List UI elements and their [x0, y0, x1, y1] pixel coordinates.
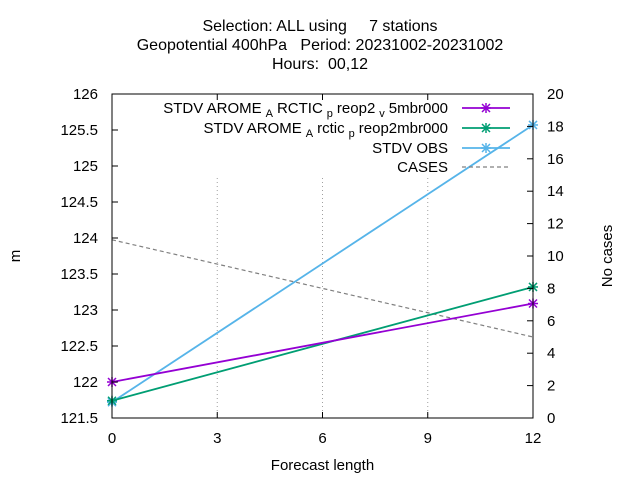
x-tick-label: 12	[525, 430, 542, 447]
x-tick-label: 6	[318, 430, 326, 447]
y-tick-label: 122.5	[60, 338, 98, 355]
series-layer	[107, 119, 538, 408]
y-tick-label: 124	[73, 230, 98, 247]
legend-label-part: 5mbr000	[389, 100, 448, 117]
y-tick-label: 124.5	[60, 194, 98, 211]
y2-tick-label: 18	[547, 118, 564, 135]
y2-tick-label: 14	[547, 183, 564, 200]
y2-tick-label: 16	[547, 151, 564, 168]
y-tick-label: 121.5	[60, 410, 98, 427]
y2-tick-label: 4	[547, 345, 555, 362]
y2-tick-label: 12	[547, 216, 564, 233]
grid-lines	[216, 178, 429, 418]
legend-label-part: STDV AROME	[203, 120, 301, 137]
x-tick-label: 3	[213, 430, 221, 447]
series-line-2	[111, 124, 534, 403]
legend-label-part: STDV OBS	[372, 140, 448, 157]
y-axis-label: m	[7, 250, 24, 263]
y2-axis-label: No cases	[599, 225, 616, 288]
y2-tick-label: 20	[547, 86, 564, 103]
y2-tick-label: 10	[547, 248, 564, 265]
y2-tick-label: 6	[547, 313, 555, 330]
y-tick-label: 123	[73, 302, 98, 319]
x-tick-label: 0	[108, 430, 116, 447]
series-line-1	[111, 286, 534, 402]
series-line-0	[111, 302, 534, 383]
legend-label-part: v	[379, 108, 385, 120]
legend-label-part: p	[327, 108, 333, 120]
chart-title-line-1: Selection: ALL using 7 stations	[202, 18, 438, 35]
series-line-3	[111, 239, 534, 338]
axes: 0 3 6 9 12121.5122122.5123123.5124124.512512…	[60, 86, 563, 447]
legend-label-part: reop2	[337, 100, 375, 117]
legend-label-part: CASES	[397, 159, 448, 176]
y2-tick-label: 2	[547, 378, 555, 395]
chart-title-line-2: Geopotential 400hPa Period: 20231002-202…	[136, 37, 504, 54]
x-tick-label: 9	[424, 430, 432, 447]
legend-label-2: STDV OBS	[372, 140, 448, 157]
legend-label-part: rctic	[317, 120, 345, 137]
y-tick-label: 126	[73, 86, 98, 103]
legend-label-part: RCTIC	[277, 100, 323, 117]
chart-title-line-3: Hours: 00,12	[271, 56, 369, 73]
legend-label-part: p	[349, 128, 355, 140]
y-tick-label: 122	[73, 374, 98, 391]
y-tick-label: 123.5	[60, 266, 98, 283]
legend-marker-2	[481, 143, 491, 153]
legend-marker-0	[481, 103, 491, 113]
legend-label-part: A	[266, 108, 274, 120]
x-axis-label: Forecast length	[271, 457, 374, 474]
y-tick-label: 125	[73, 158, 98, 175]
y2-tick-label: 8	[547, 280, 555, 297]
legend-label-0: STDV AROME A RCTIC p reop2 v 5mbr000	[163, 100, 448, 120]
legend-label-part: STDV AROME	[163, 100, 261, 117]
legend-label-part: A	[306, 128, 314, 140]
legend-label-part: reop2mbr000	[359, 120, 448, 137]
legend-label-3: CASES	[397, 159, 448, 176]
y2-tick-label: 0	[547, 410, 555, 427]
legend-marker-1	[481, 123, 491, 133]
y-tick-label: 125.5	[60, 122, 98, 139]
